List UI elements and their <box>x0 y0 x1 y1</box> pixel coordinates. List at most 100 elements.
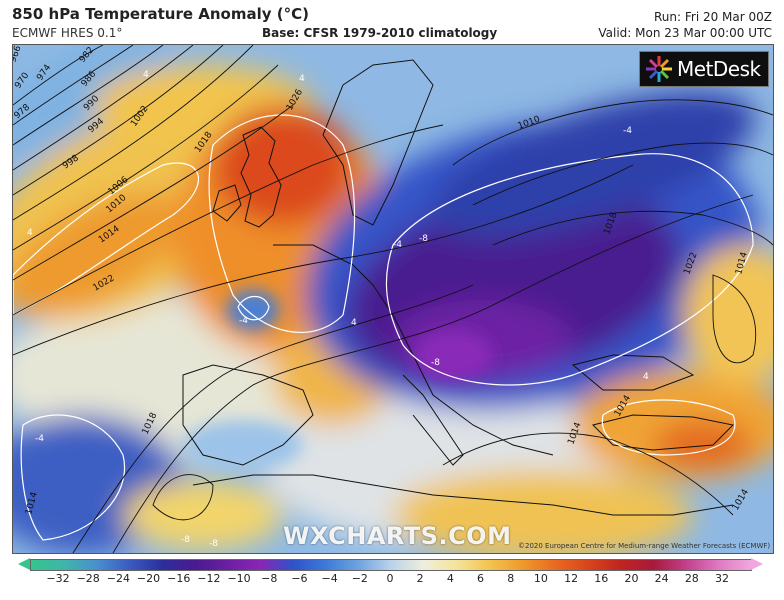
isobar-line-12 <box>72 284 474 553</box>
field-warm-atlantic-core <box>13 193 184 317</box>
isobar-line-4 <box>13 45 194 171</box>
coastlines <box>182 59 735 516</box>
anomaly-label: -8 <box>209 539 218 549</box>
field-hot-north-sea <box>213 105 353 225</box>
isobar-line-7 <box>13 64 279 251</box>
isobar-line-13 <box>452 99 773 166</box>
colorbar-tick-label: −2 <box>351 572 368 585</box>
colorbar-tick-label: 8 <box>507 572 515 585</box>
metdesk-logo: MetDesk <box>639 51 769 87</box>
anomaly-label: -4 <box>623 126 632 136</box>
coast-ireland <box>212 184 242 222</box>
contour-cold-pocket <box>237 295 270 321</box>
colorbar-tick-label: −10 <box>227 572 251 585</box>
chart-title: 850 hPa Temperature Anomaly (°C) <box>12 5 309 23</box>
isobar-line-5 <box>13 45 224 196</box>
colorbar-tick-label: −12 <box>197 572 221 585</box>
colorbar-tick-label: −8 <box>261 572 278 585</box>
contour-cold-southwest <box>20 414 126 541</box>
coast-scandinavia <box>322 59 434 226</box>
contour-warm-atlantic <box>13 162 200 316</box>
coast-continent <box>273 244 554 456</box>
isobar-line-6 <box>13 45 254 221</box>
isobar-line-16 <box>442 432 734 516</box>
anomaly-field <box>13 45 773 553</box>
colorbar-arrow-left <box>18 558 30 570</box>
colorbar-arrow-right <box>751 558 763 570</box>
metdesk-logo-icon <box>646 56 672 82</box>
colorbar-tick-label: 10 <box>533 572 548 585</box>
anomaly-label: -4 <box>239 316 248 326</box>
coast-black-sea <box>571 354 695 391</box>
colorbar-tick-label: 32 <box>715 572 729 585</box>
isobar-line-10 <box>13 164 634 356</box>
colorbar-tick-label: 28 <box>684 572 699 585</box>
anomaly-label: -4 <box>35 434 44 444</box>
colorbar-ticks: −32 −28 −24 −20 −16 −12 −10 −8 −6 −4 −2 0 2 4 6 8 10 12 16… <box>0 572 784 592</box>
isobar-line-17 <box>712 274 757 364</box>
isobars <box>13 45 773 553</box>
anomaly-label: -8 <box>431 358 440 368</box>
anomaly-label: -8 <box>419 234 428 244</box>
copyright-note: ©2020 European Centre for Medium-range W… <box>518 542 771 550</box>
colorbar-tick-label: −4 <box>321 572 338 585</box>
isobar-line-8 <box>13 104 294 281</box>
isobar-line-2 <box>13 45 134 126</box>
metdesk-logo-text: MetDesk <box>677 57 761 81</box>
colorbar-tick-label: 6 <box>477 572 485 585</box>
anomaly-label: -4 <box>393 240 402 250</box>
colorbar-tick-label: 4 <box>446 572 454 585</box>
anomaly-label: 4 <box>643 372 649 382</box>
colorbar-tick-label: −20 <box>136 572 161 585</box>
model-label: ECMWF HRES 0.1° <box>12 26 123 40</box>
colorbar-tick-label: −24 <box>106 572 130 585</box>
anomaly-label: 4 <box>27 228 33 238</box>
colorbar-tick-label: −32 <box>46 572 70 585</box>
field-cold-northern-band <box>430 90 756 240</box>
run-time-label: Run: Fri 20 Mar 00Z <box>653 10 772 24</box>
anomaly-label: -8 <box>181 535 190 545</box>
colorbar-tick-label: −6 <box>291 572 308 585</box>
valid-time-label: Valid: Mon 23 Mar 00:00 UTC <box>598 26 772 40</box>
field-cool-northwest <box>13 45 171 160</box>
field-warm-north-africa <box>393 470 693 553</box>
field-cool-iberia <box>183 420 303 470</box>
wxcharts-watermark: WXCHARTS.COM <box>283 522 512 550</box>
anomaly-labels: 4 4 4 -4 -4 -8 -8 -4 4 -4 4 -8 -8 <box>27 70 649 549</box>
map-panel[interactable]: 966 970 974 978 982 986 990 994 998 1002… <box>12 44 774 554</box>
colorbar-tick-label: 16 <box>594 572 609 585</box>
isobar-label: 966 <box>13 45 24 64</box>
field-cold-pocket-central <box>413 330 493 380</box>
field-cold-pocket-biscay <box>227 290 279 330</box>
field-warm-northeast <box>683 245 773 385</box>
isobar-line-9 <box>13 124 444 316</box>
coast-iberia <box>182 364 314 466</box>
isobar-line-11 <box>112 194 754 553</box>
isobar-line-14 <box>472 142 773 206</box>
anomaly-label: 4 <box>351 318 357 328</box>
isobar-line-15 <box>492 210 773 246</box>
field-hot-turkey <box>653 420 753 470</box>
isobar-line-3 <box>13 45 164 146</box>
anomaly-label: 4 <box>299 74 305 84</box>
anomaly-map[interactable]: 966 970 974 978 982 986 990 994 998 1002… <box>13 45 773 553</box>
colorbar-tick-label: 2 <box>416 572 424 585</box>
anomaly-label: 4 <box>143 70 149 80</box>
colorbar-tick-label: 0 <box>386 572 394 585</box>
colorbar-tick-label: −28 <box>76 572 100 585</box>
field-warm-atlantic-south <box>123 480 283 550</box>
anomaly-contours <box>13 114 754 541</box>
colorbar-tick-label: 20 <box>624 572 639 585</box>
contour-cold-block <box>385 153 754 386</box>
logo-center <box>656 66 662 72</box>
coast-italy <box>402 374 464 466</box>
base-climatology-label: Base: CFSR 1979-2010 climatology <box>262 26 498 40</box>
colorbar-tick-label: 12 <box>564 572 579 585</box>
colorbar-tick-label: −16 <box>167 572 191 585</box>
coast-africa <box>192 474 734 516</box>
colorbar <box>30 559 752 571</box>
isobar-line-1 <box>13 45 104 106</box>
isobar-line-18 <box>152 474 214 521</box>
contour-warm-uk <box>208 114 356 333</box>
contour-warm-turkey <box>601 399 736 456</box>
